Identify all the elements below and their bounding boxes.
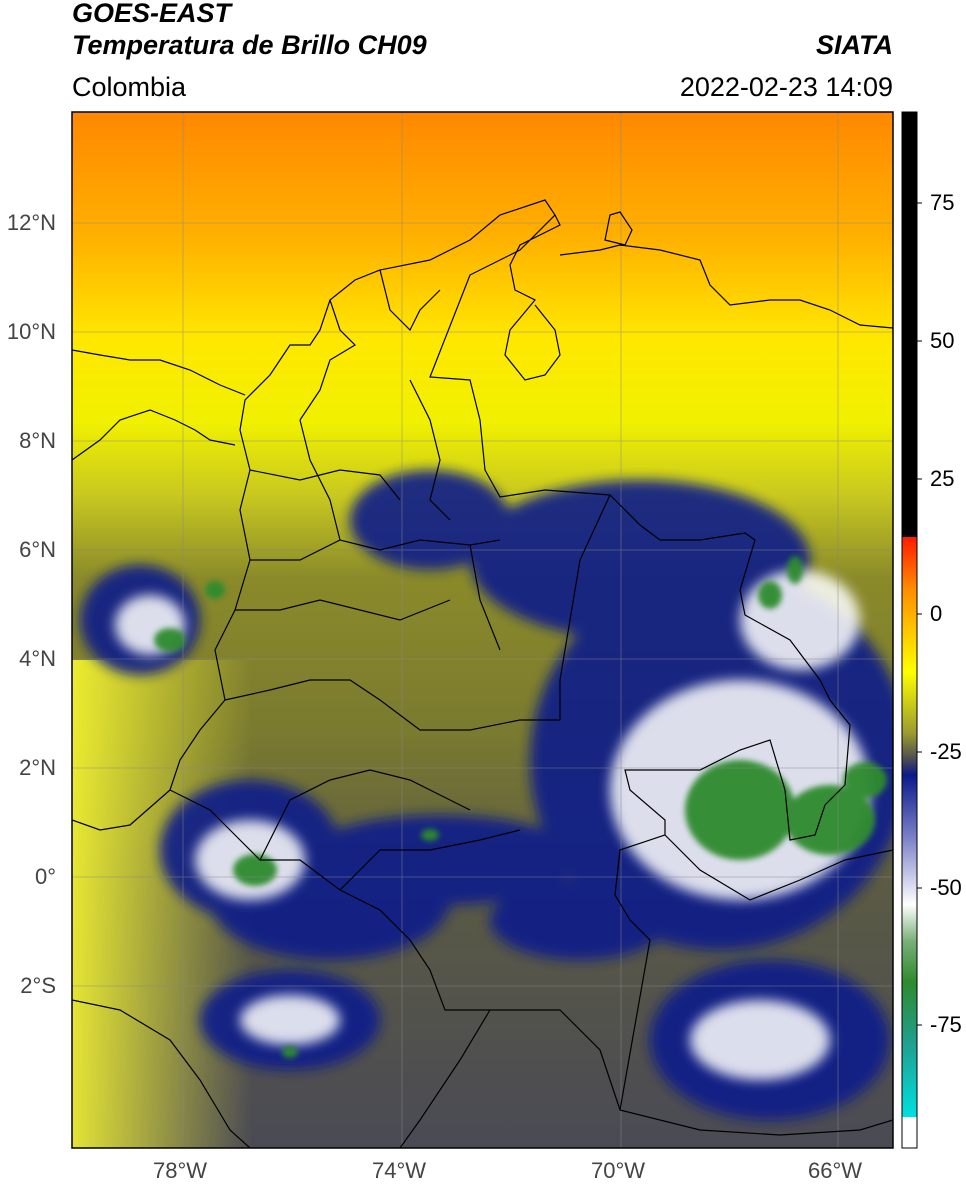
lat-tick: 10°N	[6, 319, 56, 344]
colorbar-tick: 75	[930, 190, 955, 215]
brightness-temperature-field	[72, 112, 893, 1148]
colorbar-tick: 50	[930, 328, 955, 353]
lon-tick: 74°W	[372, 1158, 427, 1183]
lon-tick: 66°W	[808, 1158, 863, 1183]
lat-tick: 0°	[34, 864, 56, 889]
lat-tick: 2°N	[19, 755, 56, 780]
colorbar-tick: -25	[930, 739, 962, 764]
colorbar-tick: -75	[930, 1012, 962, 1037]
datetime-label: 2022-02-23 14:09	[679, 72, 893, 102]
lon-tick: 70°W	[591, 1158, 646, 1183]
satellite-title: GOES-EAST	[72, 0, 232, 28]
region-label: Colombia	[72, 72, 187, 102]
colorbar	[901, 111, 918, 1149]
colorbar-tick: 0	[930, 601, 943, 626]
lat-tick: 8°N	[19, 428, 56, 453]
lon-tick: 78°W	[153, 1158, 208, 1183]
lat-tick: 12°N	[6, 210, 56, 235]
lat-tick: 2°S	[20, 973, 56, 998]
map-frame	[71, 111, 894, 1149]
lat-tick: 4°N	[19, 646, 56, 671]
product-title: Temperatura de Brillo CH09	[72, 30, 427, 60]
source-label: SIATA	[816, 30, 893, 60]
colorbar-tick: -50	[930, 875, 962, 900]
political-borders	[72, 199, 893, 1148]
lat-tick: 6°N	[19, 537, 56, 562]
colorbar-tick: 25	[930, 466, 955, 491]
